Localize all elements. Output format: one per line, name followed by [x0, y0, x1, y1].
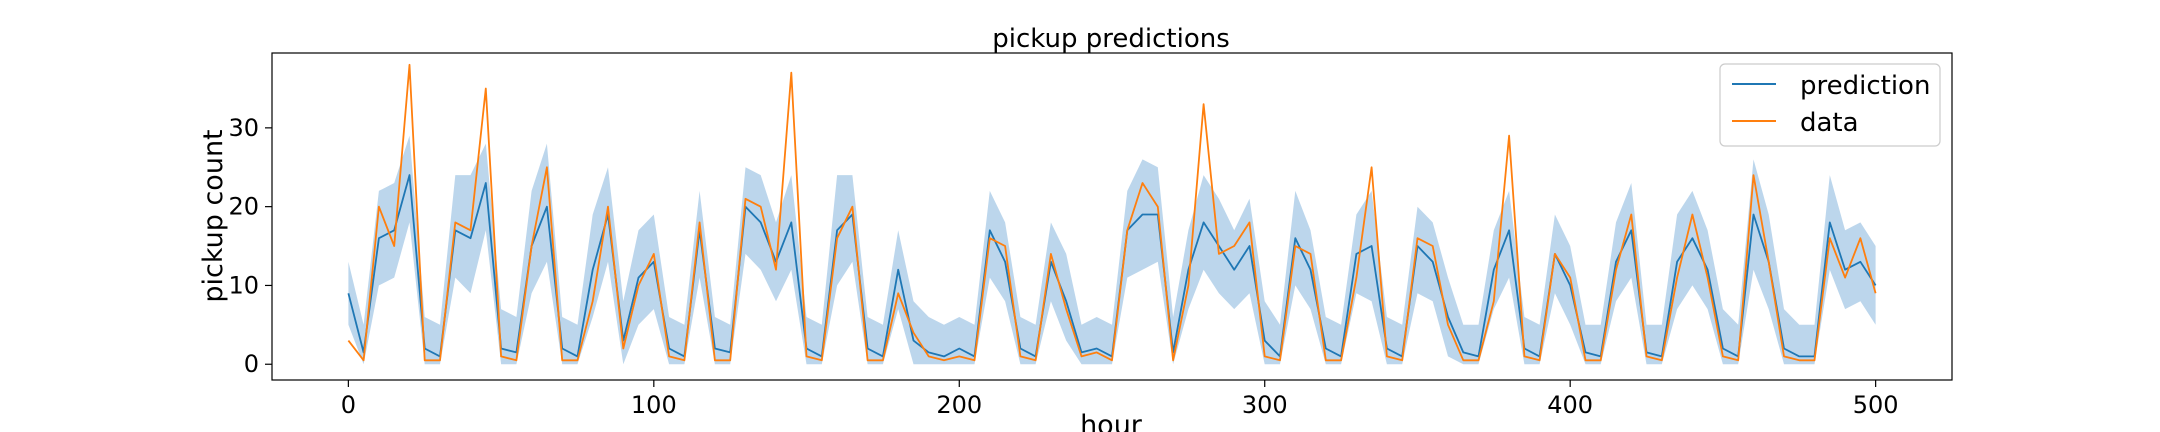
- y-tick-label: 20: [228, 193, 259, 221]
- y-tick-label: 30: [228, 114, 259, 142]
- series-line-data: [347, 63, 1877, 362]
- chart-title: pickup predictions: [992, 24, 1230, 54]
- y-axis-label: pickup count: [198, 129, 229, 302]
- y-tick-label: 10: [228, 271, 259, 299]
- legend-label-data: data: [1800, 108, 1859, 138]
- x-axis: 0 100 200 300 400 500: [341, 380, 1899, 419]
- legend: prediction data: [1719, 63, 1941, 147]
- legend-label-prediction: prediction: [1800, 71, 1930, 101]
- x-tick-label: 0: [341, 391, 356, 419]
- plot-area: [347, 63, 1877, 365]
- y-axis: 0 10 20 30: [228, 114, 272, 378]
- x-tick-label: 500: [1853, 391, 1899, 419]
- x-tick-label: 100: [631, 391, 677, 419]
- x-tick-label: 400: [1547, 391, 1593, 419]
- y-tick-label: 0: [244, 350, 259, 378]
- x-tick-label: 300: [1242, 391, 1288, 419]
- plot-frame: [271, 52, 1953, 381]
- x-axis-label: hour: [1080, 410, 1143, 432]
- prediction-confidence-band: [348, 135, 1876, 365]
- x-tick-label: 200: [936, 391, 982, 419]
